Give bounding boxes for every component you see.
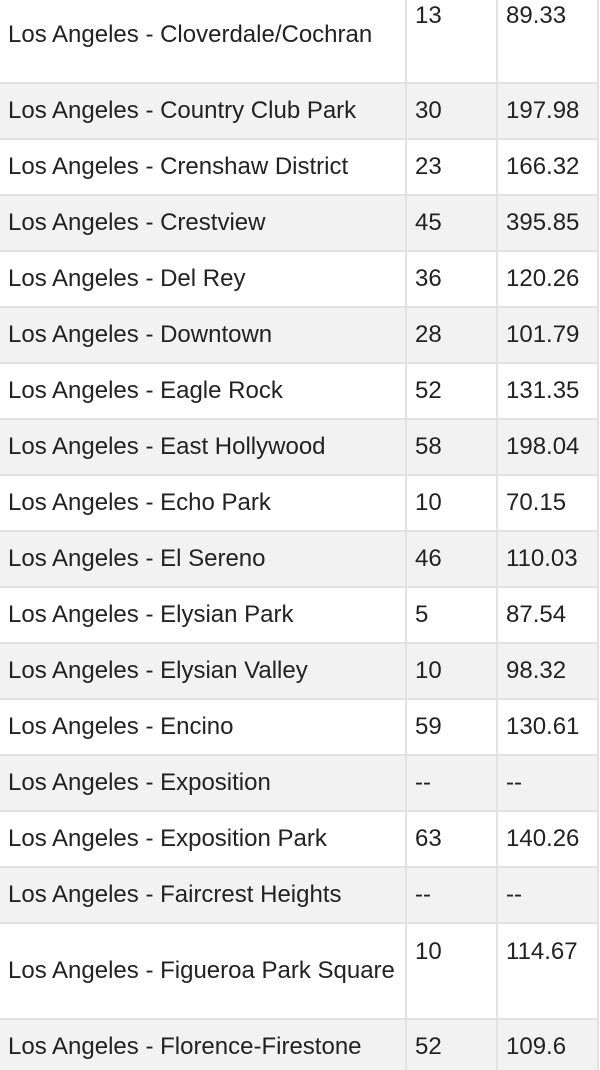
count-cell: 13 [405, 0, 498, 84]
neighborhood-cell: Los Angeles - El Sereno [0, 530, 407, 588]
table-row: Los Angeles - Country Club Park 30 197.9… [0, 82, 599, 140]
neighborhood-cell: Los Angeles - Exposition [0, 754, 407, 812]
table-row: Los Angeles - Figueroa Park Square 10 11… [0, 922, 599, 1020]
table-row: Los Angeles - Echo Park 10 70.15 [0, 474, 599, 532]
value-cell: 70.15 [496, 474, 599, 532]
count-cell: 10 [405, 642, 498, 700]
value-cell: -- [496, 866, 599, 924]
table-row: Los Angeles - Faircrest Heights -- -- [0, 866, 599, 924]
table-row: Los Angeles - Cloverdale/Cochran 13 89.3… [0, 0, 599, 84]
value-cell: 140.26 [496, 810, 599, 868]
value-cell: 197.98 [496, 82, 599, 140]
value-cell: 101.79 [496, 306, 599, 364]
neighborhood-cell: Los Angeles - Country Club Park [0, 82, 407, 140]
neighborhood-cell: Los Angeles - Crenshaw District [0, 138, 407, 196]
table-row: Los Angeles - Del Rey 36 120.26 [0, 250, 599, 308]
neighborhood-cell: Los Angeles - Downtown [0, 306, 407, 364]
neighborhood-cell: Los Angeles - Crestview [0, 194, 407, 252]
table-row: Los Angeles - Florence-Firestone 52 109.… [0, 1018, 599, 1070]
count-cell: 59 [405, 698, 498, 756]
value-cell: 87.54 [496, 586, 599, 644]
neighborhood-cell: Los Angeles - Elysian Park [0, 586, 407, 644]
count-cell: 63 [405, 810, 498, 868]
neighborhood-cell: Los Angeles - Echo Park [0, 474, 407, 532]
neighborhood-cell: Los Angeles - Del Rey [0, 250, 407, 308]
table-row: Los Angeles - Downtown 28 101.79 [0, 306, 599, 364]
value-cell: 114.67 [496, 922, 599, 1020]
neighborhood-cell: Los Angeles - Exposition Park [0, 810, 407, 868]
count-cell: 45 [405, 194, 498, 252]
neighborhood-cell: Los Angeles - Encino [0, 698, 407, 756]
count-cell: 36 [405, 250, 498, 308]
value-cell: 131.35 [496, 362, 599, 420]
count-cell: -- [405, 754, 498, 812]
table-row: Los Angeles - Encino 59 130.61 [0, 698, 599, 756]
table-row: Los Angeles - Crestview 45 395.85 [0, 194, 599, 252]
neighborhood-cell: Los Angeles - Cloverdale/Cochran [0, 0, 407, 84]
value-cell: -- [496, 754, 599, 812]
value-cell: 166.32 [496, 138, 599, 196]
count-cell: 28 [405, 306, 498, 364]
count-cell: -- [405, 866, 498, 924]
value-cell: 110.03 [496, 530, 599, 588]
table-row: Los Angeles - Eagle Rock 52 131.35 [0, 362, 599, 420]
count-cell: 52 [405, 362, 498, 420]
count-cell: 46 [405, 530, 498, 588]
count-cell: 58 [405, 418, 498, 476]
table-row: Los Angeles - Elysian Valley 10 98.32 [0, 642, 599, 700]
count-cell: 10 [405, 474, 498, 532]
value-cell: 198.04 [496, 418, 599, 476]
count-cell: 23 [405, 138, 498, 196]
table-row: Los Angeles - Exposition Park 63 140.26 [0, 810, 599, 868]
neighborhood-cell: Los Angeles - Elysian Valley [0, 642, 407, 700]
count-cell: 30 [405, 82, 498, 140]
table-row: Los Angeles - Elysian Park 5 87.54 [0, 586, 599, 644]
neighborhood-cell: Los Angeles - Faircrest Heights [0, 866, 407, 924]
neighborhood-cell: Los Angeles - Florence-Firestone [0, 1018, 407, 1070]
neighborhood-cell: Los Angeles - Figueroa Park Square [0, 922, 407, 1020]
value-cell: 395.85 [496, 194, 599, 252]
value-cell: 89.33 [496, 0, 599, 84]
value-cell: 120.26 [496, 250, 599, 308]
count-cell: 10 [405, 922, 498, 1020]
table-row: Los Angeles - Crenshaw District 23 166.3… [0, 138, 599, 196]
count-cell: 52 [405, 1018, 498, 1070]
table-row: Los Angeles - Exposition -- -- [0, 754, 599, 812]
count-cell: 5 [405, 586, 498, 644]
value-cell: 98.32 [496, 642, 599, 700]
value-cell: 109.6 [496, 1018, 599, 1070]
neighborhood-cell: Los Angeles - Eagle Rock [0, 362, 407, 420]
neighborhood-cell: Los Angeles - East Hollywood [0, 418, 407, 476]
value-cell: 130.61 [496, 698, 599, 756]
table-row: Los Angeles - East Hollywood 58 198.04 [0, 418, 599, 476]
table-row: Los Angeles - El Sereno 46 110.03 [0, 530, 599, 588]
